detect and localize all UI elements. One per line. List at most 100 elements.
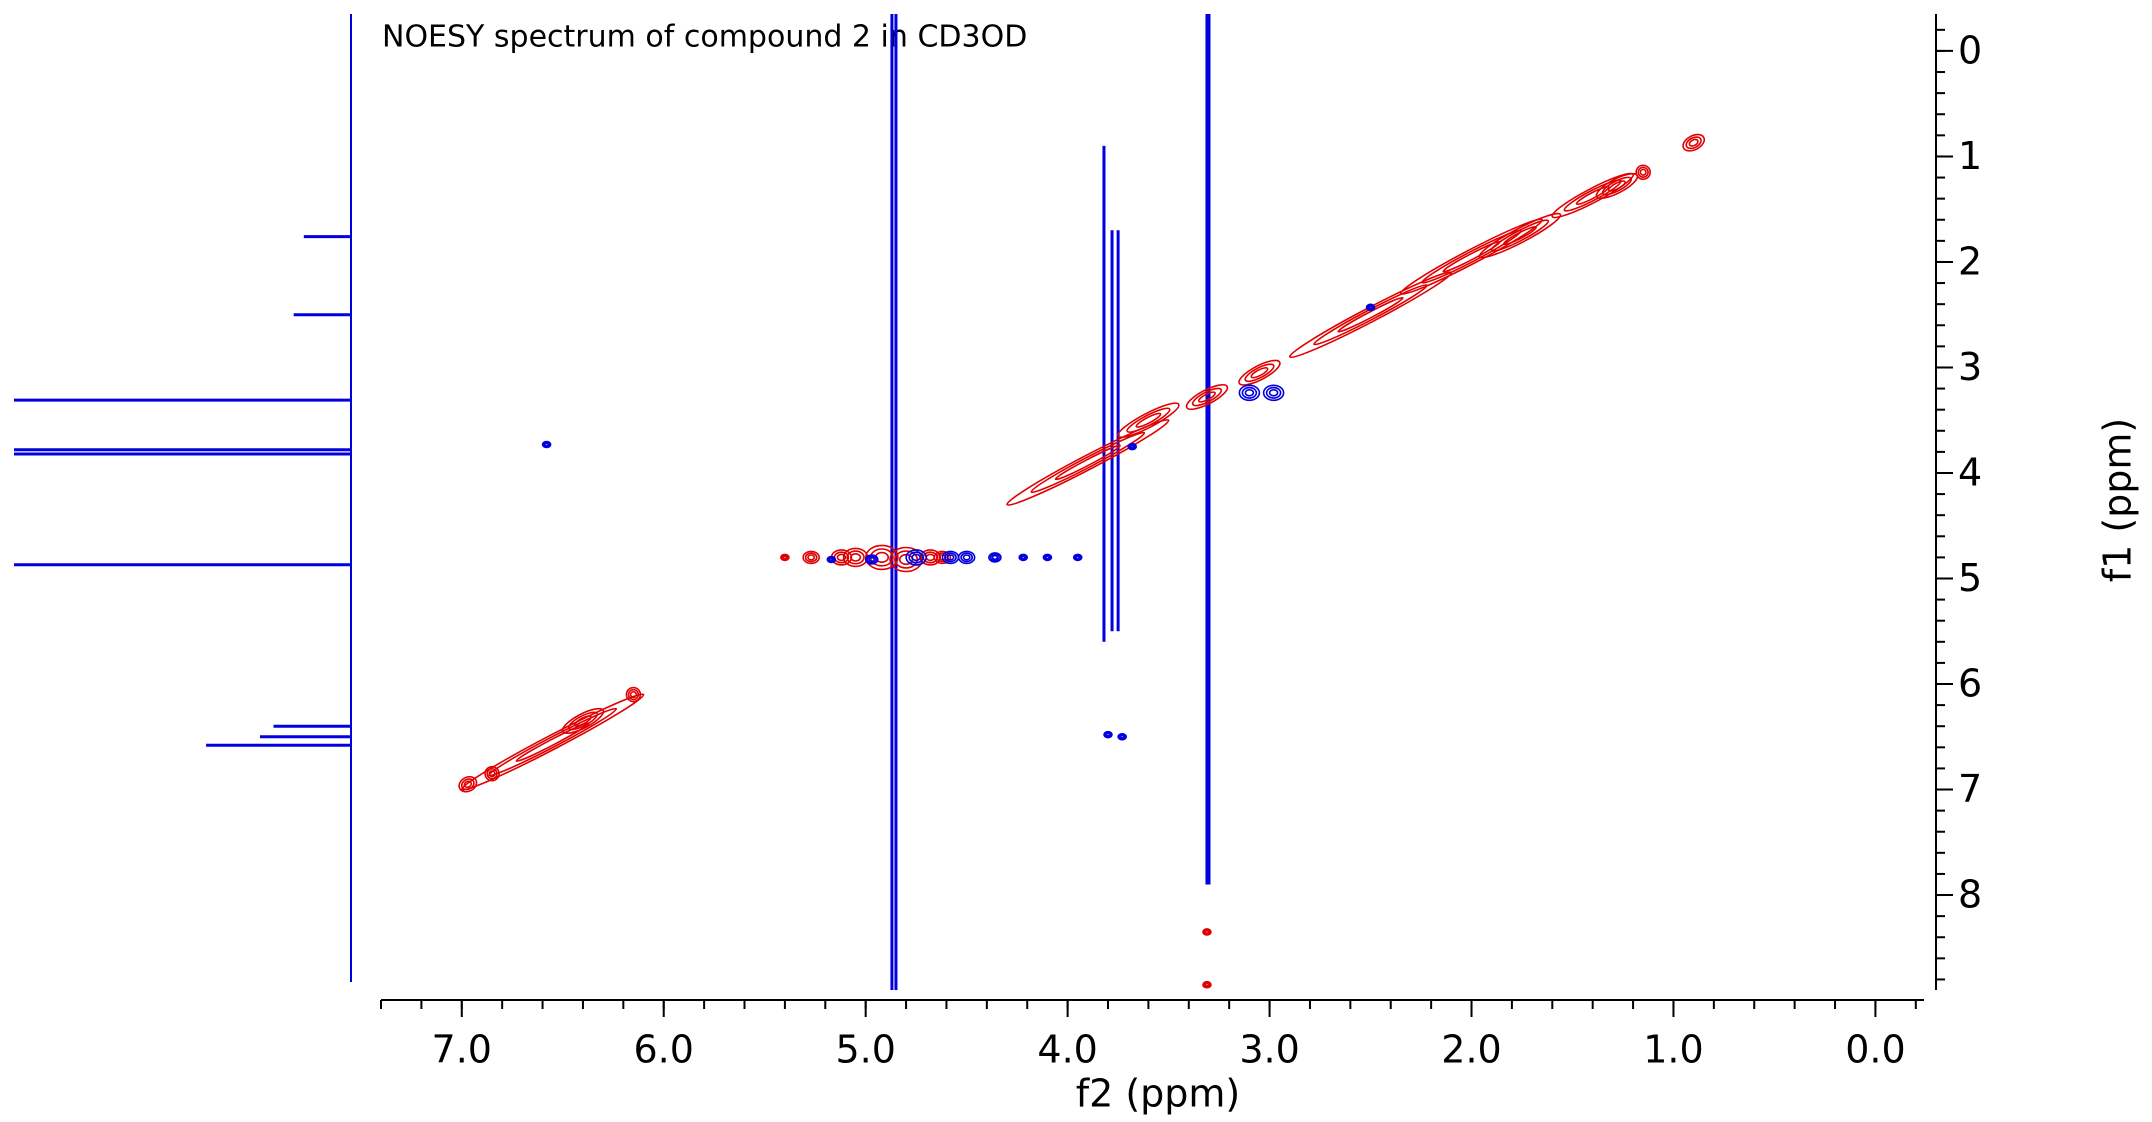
x-axis-label: f2 (ppm) bbox=[1076, 1072, 1241, 1116]
y-tick-label: 1 bbox=[1958, 134, 1982, 178]
contour-level bbox=[925, 553, 936, 562]
y-tick-label: 6 bbox=[1958, 662, 1982, 706]
contour-level bbox=[1191, 387, 1223, 407]
peak bbox=[1682, 133, 1706, 152]
peak bbox=[561, 707, 605, 734]
x-tick-label: 7.0 bbox=[432, 1028, 492, 1072]
y-tick-label: 3 bbox=[1958, 345, 1982, 389]
contour-level bbox=[828, 557, 834, 562]
contour-level bbox=[960, 552, 974, 563]
contour-level bbox=[911, 553, 921, 562]
contour-level bbox=[1197, 391, 1216, 403]
contour-level bbox=[1204, 982, 1210, 987]
y-tick-label: 8 bbox=[1958, 873, 1982, 917]
contour-level bbox=[1268, 388, 1279, 397]
contour-level bbox=[567, 711, 599, 731]
contour-level bbox=[1075, 555, 1081, 560]
contour-level bbox=[1682, 133, 1706, 152]
peak bbox=[541, 440, 552, 449]
contour-level bbox=[944, 552, 957, 563]
contour-level bbox=[1126, 407, 1171, 433]
peak bbox=[1262, 384, 1285, 402]
contour-level bbox=[515, 722, 590, 762]
contour-level bbox=[827, 556, 835, 563]
contour-level bbox=[946, 554, 955, 561]
contour-level bbox=[1117, 732, 1127, 741]
contour-level bbox=[1118, 733, 1126, 740]
peak bbox=[1117, 732, 1127, 741]
peak bbox=[460, 693, 645, 791]
contour-level bbox=[866, 555, 877, 564]
y-tick-label: 0 bbox=[1958, 28, 1982, 72]
contour-level bbox=[1607, 180, 1626, 192]
peak bbox=[1006, 418, 1170, 506]
peak bbox=[1202, 928, 1212, 936]
contour-level bbox=[846, 550, 865, 565]
peak bbox=[988, 552, 1002, 563]
peak bbox=[1103, 730, 1113, 739]
contour-level bbox=[894, 550, 919, 569]
contour-level bbox=[1103, 730, 1113, 739]
peak bbox=[1399, 218, 1544, 295]
contour-level bbox=[780, 553, 790, 562]
peak bbox=[842, 547, 869, 568]
contour-level bbox=[1204, 929, 1210, 934]
contour-level bbox=[1685, 136, 1702, 150]
y-tick-label: 5 bbox=[1958, 556, 1982, 600]
contour-level bbox=[1119, 734, 1125, 739]
x-tick-label: 3.0 bbox=[1239, 1028, 1299, 1072]
contour-level bbox=[460, 693, 645, 791]
contour-level bbox=[1042, 553, 1053, 562]
peak bbox=[1117, 402, 1180, 439]
contour-level bbox=[868, 556, 875, 563]
peak bbox=[864, 554, 879, 565]
contour-level bbox=[1105, 732, 1111, 737]
contour-level bbox=[1639, 168, 1647, 176]
contour-level bbox=[905, 549, 927, 566]
contour-level bbox=[1019, 554, 1027, 561]
y-tick-label: 7 bbox=[1958, 767, 1982, 811]
contour-level bbox=[1202, 980, 1212, 989]
contour-level bbox=[573, 715, 592, 727]
peak bbox=[957, 550, 976, 565]
contour-level bbox=[1637, 166, 1649, 178]
contour-level bbox=[826, 555, 837, 564]
contour-level bbox=[1238, 384, 1261, 402]
x-tick-label: 6.0 bbox=[634, 1028, 694, 1072]
contour-level bbox=[962, 554, 971, 561]
peak bbox=[1202, 980, 1212, 989]
contour-level bbox=[781, 554, 789, 561]
peak bbox=[1018, 553, 1028, 562]
contour-level bbox=[1135, 412, 1162, 428]
x-tick-label: 5.0 bbox=[835, 1028, 895, 1072]
contour-level bbox=[957, 550, 976, 565]
contour-level bbox=[1006, 418, 1170, 506]
contour-level bbox=[989, 553, 1000, 562]
x-tick-label: 1.0 bbox=[1643, 1028, 1703, 1072]
contour-level bbox=[1399, 218, 1544, 295]
y-axis-label: f1 (ppm) bbox=[2096, 418, 2140, 583]
contour-level bbox=[1262, 384, 1285, 402]
contour-level bbox=[1635, 164, 1651, 181]
contour-level bbox=[484, 765, 500, 782]
peak bbox=[905, 549, 927, 566]
contour-level bbox=[1054, 444, 1121, 481]
contour-level bbox=[458, 775, 478, 793]
contour-level bbox=[807, 554, 816, 561]
peak bbox=[826, 555, 837, 564]
peak bbox=[1185, 383, 1229, 411]
peak bbox=[941, 550, 960, 565]
y-tick-label: 2 bbox=[1958, 239, 1982, 283]
y-tick-label: 4 bbox=[1958, 450, 1982, 494]
contour-level bbox=[1074, 554, 1082, 561]
peak bbox=[1478, 212, 1562, 259]
contour-level bbox=[541, 440, 552, 449]
peak bbox=[802, 550, 820, 565]
contour-level bbox=[1265, 386, 1282, 399]
contour-level bbox=[629, 690, 638, 699]
contour-level bbox=[561, 707, 605, 734]
chart-title: NOESY spectrum of compound 2 in CD3OD bbox=[382, 20, 1027, 55]
contour-level bbox=[1250, 367, 1269, 379]
contour-level bbox=[1018, 553, 1028, 562]
contour-level bbox=[1104, 731, 1112, 738]
